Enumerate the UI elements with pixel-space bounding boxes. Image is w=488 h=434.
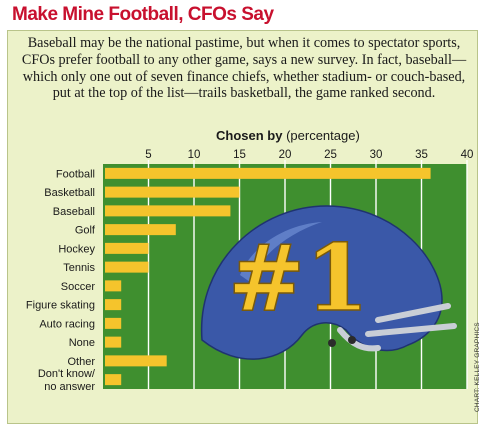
x-tick-label: 35 <box>415 149 428 161</box>
bar <box>105 242 149 254</box>
football-helmet-illustration: #1 <box>200 205 457 360</box>
category-label: Figure skating <box>26 300 95 312</box>
bars <box>105 167 431 386</box>
category-label: Golf <box>75 225 96 237</box>
category-label: Other <box>67 356 95 368</box>
category-label: Soccer <box>61 281 96 293</box>
category-labels: Football Basketball Baseball Golf Hockey Tenn… <box>26 168 96 393</box>
face-mask-screw <box>328 339 336 347</box>
axis-heading: Chosen by (percentage) <box>216 128 360 143</box>
bar <box>105 167 431 179</box>
category-label: Auto racing <box>39 318 95 330</box>
x-tick-label: 20 <box>279 149 292 161</box>
category-label: Tennis <box>63 262 95 274</box>
x-tick-label: 40 <box>461 149 474 161</box>
bar <box>105 224 176 236</box>
intro-paragraph: Baseball may be the national pastime, bu… <box>21 35 467 102</box>
category-label: Baseball <box>53 206 95 218</box>
bar <box>105 317 122 329</box>
x-tick-labels: 5 10 15 20 25 30 35 40 <box>145 149 473 161</box>
category-label: Basketball <box>44 187 95 199</box>
bar <box>105 336 122 348</box>
x-tick-label: 5 <box>145 149 151 161</box>
bar <box>105 355 167 367</box>
chart-title: Make Mine Football, CFOs Say <box>12 4 274 25</box>
category-label: Don't know/no answer <box>38 368 96 393</box>
x-tick-label: 10 <box>188 149 201 161</box>
axis-heading-bold: Chosen by <box>216 128 283 143</box>
bar <box>105 374 122 386</box>
helmet-number: #1 <box>228 224 369 332</box>
x-tick-label: 30 <box>370 149 383 161</box>
helmet-highlight <box>240 222 322 282</box>
axis-heading-unit: (percentage) <box>282 128 360 143</box>
face-mask-screw <box>348 336 356 344</box>
bar <box>105 205 231 217</box>
x-tick-label: 15 <box>233 149 246 161</box>
bar <box>105 299 122 311</box>
category-label: Hockey <box>58 243 95 255</box>
bar <box>105 186 240 198</box>
category-label: Football <box>56 168 95 180</box>
category-label: None <box>69 337 95 349</box>
x-tick-label: 25 <box>324 149 337 161</box>
face-mask <box>337 303 457 352</box>
bar <box>105 280 122 292</box>
bar <box>105 261 149 273</box>
